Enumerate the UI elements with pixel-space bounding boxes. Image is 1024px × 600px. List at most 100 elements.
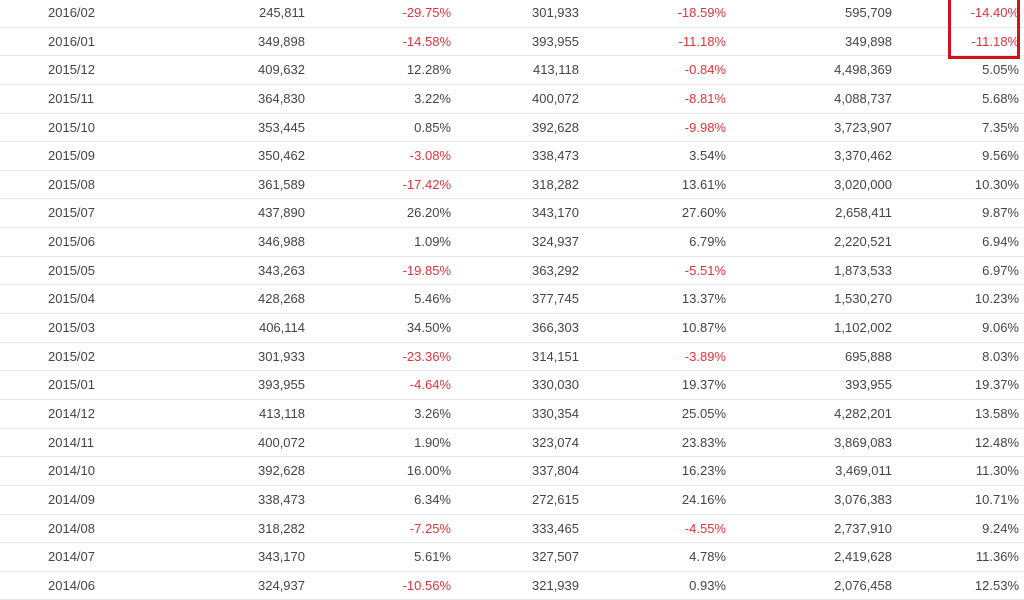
- cumulative-cell: 1,102,002: [834, 320, 892, 336]
- value-cell: 301,933: [258, 348, 305, 364]
- value-cell: 400,072: [532, 90, 579, 106]
- value-cell: 321,939: [532, 577, 579, 593]
- percent-cell: -8.81%: [684, 90, 726, 106]
- table-row: 2015/03 406,114 34.50% 366,303 10.87% 1,…: [0, 314, 1024, 343]
- value-cell: 393,955: [532, 33, 579, 49]
- value-cell: 361,589: [258, 176, 305, 192]
- cumulative-percent-cell: 9.87%: [982, 205, 1019, 221]
- period-cell: 2014/08: [48, 520, 95, 536]
- value-cell: 324,937: [532, 234, 579, 250]
- value-cell: 413,118: [532, 62, 579, 78]
- cumulative-percent-cell: -11.18%: [971, 33, 1019, 49]
- cumulative-percent-cell: 6.97%: [982, 262, 1019, 278]
- value-cell: 392,628: [532, 119, 579, 135]
- value-cell: 337,804: [532, 463, 579, 479]
- percent-cell: -17.42%: [402, 176, 451, 192]
- percent-cell: 13.61%: [681, 176, 726, 192]
- percent-cell: 27.60%: [681, 205, 726, 221]
- value-cell: 364,830: [258, 90, 305, 106]
- percent-cell: -7.25%: [409, 520, 451, 536]
- percent-cell: 0.85%: [414, 119, 451, 135]
- percent-cell: -4.55%: [684, 520, 726, 536]
- percent-cell: 1.09%: [414, 234, 451, 250]
- cumulative-percent-cell: 9.24%: [982, 520, 1019, 536]
- value-cell: 343,263: [258, 262, 305, 278]
- table-row: 2014/06 324,937 -10.56% 321,939 0.93% 2,…: [0, 572, 1024, 600]
- value-cell: 346,988: [258, 234, 305, 250]
- percent-cell: -10.56%: [402, 577, 451, 593]
- table-row: 2015/02 301,933 -23.36% 314,151 -3.89% 6…: [0, 343, 1024, 372]
- period-cell: 2014/07: [48, 549, 95, 565]
- value-cell: 400,072: [258, 434, 305, 450]
- cumulative-cell: 349,898: [845, 33, 892, 49]
- percent-cell: -3.89%: [684, 348, 726, 364]
- value-cell: 406,114: [258, 320, 305, 336]
- period-cell: 2015/07: [48, 205, 95, 221]
- cumulative-cell: 2,220,521: [834, 234, 892, 250]
- cumulative-percent-cell: 8.03%: [982, 348, 1019, 364]
- table-row: 2015/11 364,830 3.22% 400,072 -8.81% 4,0…: [0, 85, 1024, 114]
- period-cell: 2015/04: [48, 291, 95, 307]
- period-cell: 2015/06: [48, 234, 95, 250]
- cumulative-percent-cell: 12.48%: [974, 434, 1019, 450]
- table-row: 2015/10 353,445 0.85% 392,628 -9.98% 3,7…: [0, 114, 1024, 143]
- percent-cell: 16.23%: [681, 463, 726, 479]
- cumulative-percent-cell: 5.05%: [982, 62, 1019, 78]
- table-row: 2014/09 338,473 6.34% 272,615 24.16% 3,0…: [0, 486, 1024, 515]
- cumulative-cell: 1,530,270: [834, 291, 892, 307]
- value-cell: 343,170: [532, 205, 579, 221]
- percent-cell: 5.46%: [414, 291, 451, 307]
- value-cell: 318,282: [532, 176, 579, 192]
- percent-cell: 0.93%: [689, 577, 726, 593]
- cumulative-percent-cell: 19.37%: [974, 377, 1019, 393]
- percent-cell: -23.36%: [402, 348, 451, 364]
- period-cell: 2015/02: [48, 348, 95, 364]
- percent-cell: -14.58%: [402, 33, 451, 49]
- period-cell: 2015/03: [48, 320, 95, 336]
- percent-cell: 10.87%: [681, 320, 726, 336]
- cumulative-percent-cell: 9.06%: [982, 320, 1019, 336]
- table-row: 2015/07 437,890 26.20% 343,170 27.60% 2,…: [0, 199, 1024, 229]
- value-cell: 392,628: [258, 463, 305, 479]
- cumulative-cell: 3,723,907: [834, 119, 892, 135]
- percent-cell: 3.54%: [689, 148, 726, 164]
- cumulative-cell: 2,076,458: [834, 577, 892, 593]
- value-cell: 327,507: [532, 549, 579, 565]
- period-cell: 2016/02: [48, 5, 95, 20]
- value-cell: 377,745: [532, 291, 579, 307]
- table-row: 2016/01 349,898 -14.58% 393,955 -11.18% …: [0, 28, 1024, 57]
- percent-cell: 25.05%: [681, 405, 726, 421]
- percent-cell: 23.83%: [681, 434, 726, 450]
- cumulative-cell: 4,088,737: [834, 90, 892, 106]
- value-cell: 349,898: [258, 33, 305, 49]
- value-cell: 330,354: [532, 405, 579, 421]
- value-cell: 324,937: [258, 577, 305, 593]
- cumulative-percent-cell: 11.36%: [975, 549, 1019, 565]
- table-row: 2014/08 318,282 -7.25% 333,465 -4.55% 2,…: [0, 515, 1024, 544]
- percent-cell: -11.18%: [678, 33, 726, 49]
- cumulative-percent-cell: 10.30%: [974, 176, 1019, 192]
- cumulative-cell: 4,282,201: [834, 405, 892, 421]
- cumulative-percent-cell: 6.94%: [982, 234, 1019, 250]
- value-cell: 245,811: [258, 5, 305, 20]
- value-cell: 409,632: [258, 62, 305, 78]
- table-row: 2015/08 361,589 -17.42% 318,282 13.61% 3…: [0, 171, 1024, 200]
- table-row: 2015/06 346,988 1.09% 324,937 6.79% 2,22…: [0, 228, 1024, 257]
- value-cell: 366,303: [532, 320, 579, 336]
- cumulative-cell: 393,955: [845, 377, 892, 393]
- table-row: 2016/02 245,811 -29.75% 301,933 -18.59% …: [0, 0, 1024, 28]
- percent-cell: 6.79%: [689, 234, 726, 250]
- cumulative-cell: 2,658,411: [835, 205, 892, 221]
- table-row: 2015/05 343,263 -19.85% 363,292 -5.51% 1…: [0, 257, 1024, 286]
- value-cell: 413,118: [258, 405, 305, 421]
- value-cell: 437,890: [258, 205, 305, 221]
- percent-cell: 13.37%: [681, 291, 726, 307]
- value-cell: 343,170: [258, 549, 305, 565]
- value-cell: 301,933: [532, 5, 579, 20]
- period-cell: 2015/09: [48, 148, 95, 164]
- cumulative-cell: 4,498,369: [834, 62, 892, 78]
- cumulative-cell: 1,873,533: [834, 262, 892, 278]
- value-cell: 330,030: [532, 377, 579, 393]
- percent-cell: -29.75%: [402, 5, 451, 20]
- value-cell: 272,615: [532, 491, 579, 507]
